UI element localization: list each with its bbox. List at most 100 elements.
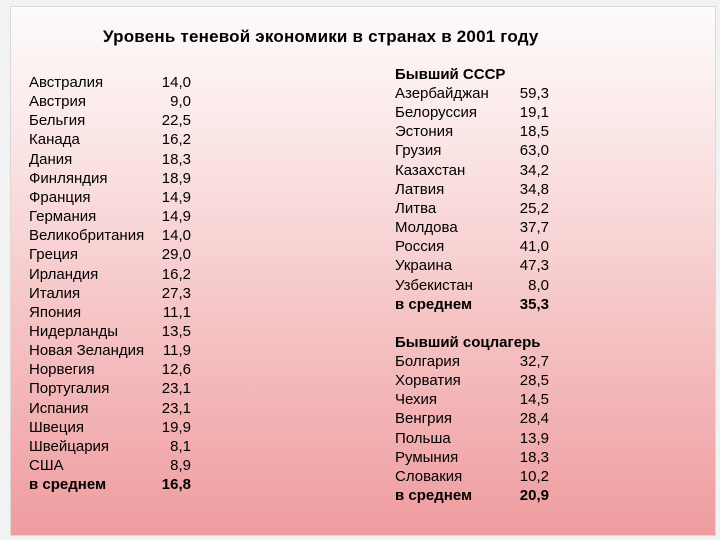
table-row: Узбекистан 8,0	[395, 276, 549, 295]
shadow-economy-value: 16,8	[161, 476, 191, 494]
country-name: Нидерланды	[29, 322, 119, 340]
table-row: Украина 47,3	[395, 256, 549, 275]
shadow-economy-value: 18,3	[161, 150, 191, 168]
shadow-economy-value: 16,2	[161, 131, 191, 149]
country-name: Дания	[29, 150, 73, 168]
table-row: Хорватия 28,5	[395, 371, 549, 390]
table-row: Эстония 18,5	[395, 122, 549, 141]
shadow-economy-value: 35,3	[519, 295, 549, 313]
country-name: Ирландия	[29, 265, 99, 283]
country-name: Польша	[395, 429, 451, 447]
table-row: Греция 29,0	[29, 245, 191, 264]
shadow-economy-value: 13,9	[519, 429, 549, 447]
shadow-economy-value: 23,1	[161, 399, 191, 417]
slide: Уровень теневой экономики в странах в 20…	[10, 6, 716, 536]
table-row: Испания 23,1	[29, 399, 191, 418]
country-name: Швеция	[29, 418, 84, 436]
country-name: Испания	[29, 399, 89, 417]
shadow-economy-value: 23,1	[161, 380, 191, 398]
country-name: Новая Зеландия	[29, 342, 145, 360]
country-name: Белоруссия	[395, 104, 477, 122]
shadow-economy-value: 13,5	[161, 322, 191, 340]
country-name: Грузия	[395, 142, 442, 160]
shadow-economy-value: 25,2	[519, 199, 549, 217]
table-row: Польша 13,9	[395, 429, 549, 448]
average-row: в среднем 16,8	[29, 475, 191, 494]
shadow-economy-value: 32,7	[519, 353, 549, 370]
shadow-economy-value: 14,0	[161, 74, 191, 91]
country-name: Австрия	[29, 93, 87, 111]
shadow-economy-value: 11,9	[162, 342, 191, 360]
shadow-economy-value: 34,8	[519, 180, 549, 198]
table-row: Австралия 14,0	[29, 73, 191, 92]
shadow-economy-value: 12,6	[161, 361, 191, 379]
shadow-economy-value: 63,0	[519, 142, 549, 160]
shadow-economy-value: 9,0	[170, 93, 191, 111]
country-name: Азербайджан	[395, 85, 489, 102]
table-row: Дания 18,3	[29, 150, 191, 169]
table-row: Россия 41,0	[395, 237, 549, 256]
table-row: Литва 25,2	[395, 199, 549, 218]
country-name: Австралия	[29, 74, 104, 91]
country-name: в среднем	[395, 487, 473, 505]
shadow-economy-value: 34,2	[519, 161, 549, 179]
shadow-economy-value: 11,1	[162, 303, 191, 321]
table-row: Болгария 32,7	[395, 352, 549, 371]
country-name: Украина	[395, 257, 453, 275]
country-name: Россия	[395, 238, 445, 256]
table-row: Норвегия 12,6	[29, 360, 191, 379]
table-row: Латвия 34,8	[395, 180, 549, 199]
table-row: Австрия 9,0	[29, 92, 191, 111]
table-row: Швейцария 8,1	[29, 437, 191, 456]
shadow-economy-value: 29,0	[161, 246, 191, 264]
country-name: Латвия	[395, 180, 445, 198]
shadow-economy-value: 8,1	[170, 437, 191, 455]
former-ussr-heading: Бывший СССР	[395, 66, 506, 83]
shadow-economy-value: 8,9	[170, 457, 191, 474]
shadow-economy-value: 37,7	[519, 219, 549, 237]
table-row: Португалия 23,1	[29, 379, 191, 398]
slide-title: Уровень теневой экономики в странах в 20…	[103, 27, 539, 46]
country-name: Чехия	[395, 391, 438, 409]
table-row: Ирландия 16,2	[29, 265, 191, 284]
shadow-economy-value: 18,9	[161, 169, 191, 187]
table-row: Новая Зеландия 11,9	[29, 341, 191, 360]
shadow-economy-value: 19,1	[519, 104, 549, 122]
shadow-economy-value: 18,3	[519, 448, 549, 466]
country-name: Хорватия	[395, 372, 461, 390]
shadow-economy-value: 22,5	[161, 112, 191, 130]
table-row: Нидерланды 13,5	[29, 322, 191, 341]
country-name: Германия	[29, 208, 97, 226]
shadow-economy-value: 14,0	[161, 227, 191, 245]
table-row: Казахстан 34,2	[395, 161, 549, 180]
country-name: Бельгия	[29, 112, 86, 130]
shadow-economy-value: 19,9	[161, 418, 191, 436]
table-row: Швеция 19,9	[29, 418, 191, 437]
average-row: в среднем 20,9	[395, 486, 549, 505]
table-row: Финляндия 18,9	[29, 169, 191, 188]
country-name: Великобритания	[29, 227, 145, 245]
shadow-economy-value: 27,3	[161, 284, 191, 302]
country-name: Греция	[29, 246, 79, 264]
country-name: Венгрия	[395, 410, 452, 428]
country-name: Португалия	[29, 380, 110, 398]
shadow-economy-value: 14,9	[161, 188, 191, 206]
country-name: Финляндия	[29, 169, 108, 187]
table-row: Румыния 18,3	[395, 448, 549, 467]
country-name: Литва	[395, 199, 437, 217]
shadow-economy-value: 16,2	[161, 265, 191, 283]
country-name: Казахстан	[395, 161, 466, 179]
table-row: США 8,9	[29, 456, 191, 475]
table-row: Грузия 63,0	[395, 141, 549, 160]
table-row: Бельгия 22,5	[29, 111, 191, 130]
shadow-economy-value: 41,0	[519, 238, 549, 256]
country-name: Молдова	[395, 219, 458, 237]
country-name: Узбекистан	[395, 276, 473, 294]
table-row: Канада 16,2	[29, 130, 191, 149]
country-name: Болгария	[395, 353, 460, 370]
table-row: Словакия 10,2	[395, 467, 549, 486]
table-row: Великобритания 14,0	[29, 226, 191, 245]
table-row: Азербайджан 59,3	[395, 84, 549, 103]
country-name: Словакия	[395, 467, 463, 485]
shadow-economy-value: 14,5	[519, 391, 549, 409]
